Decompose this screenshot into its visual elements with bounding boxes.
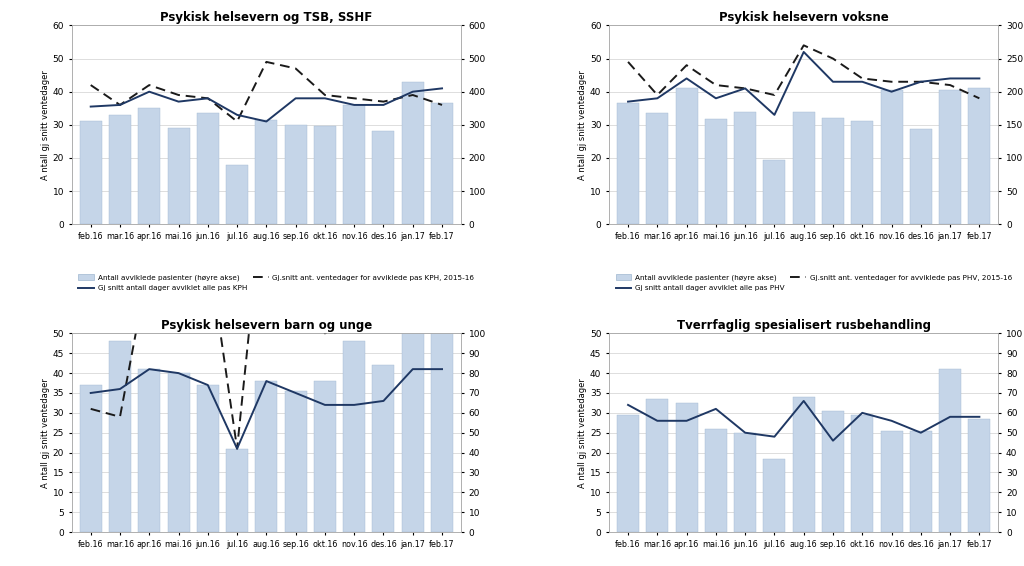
- Bar: [314, 381, 336, 532]
- Bar: [109, 341, 131, 532]
- Bar: [969, 419, 990, 532]
- Bar: [705, 119, 727, 224]
- Title: Tverrfaglig spesialisert rusbehandling: Tverrfaglig spesialisert rusbehandling: [677, 319, 931, 332]
- Bar: [226, 165, 248, 224]
- Bar: [969, 88, 990, 224]
- Bar: [617, 103, 639, 224]
- Bar: [138, 108, 160, 224]
- Bar: [910, 130, 932, 224]
- Y-axis label: A ntall gj snitt ventedager: A ntall gj snitt ventedager: [41, 378, 50, 488]
- Title: Psykisk helsevern barn og unge: Psykisk helsevern barn og unge: [161, 319, 372, 332]
- Bar: [255, 120, 278, 224]
- Y-axis label: A ntall gj snitt ventedager: A ntall gj snitt ventedager: [41, 70, 50, 180]
- Bar: [705, 428, 727, 532]
- Bar: [881, 431, 902, 532]
- Bar: [764, 458, 785, 532]
- Bar: [822, 411, 844, 532]
- Bar: [285, 391, 306, 532]
- Bar: [646, 113, 669, 224]
- Bar: [401, 82, 424, 224]
- Bar: [168, 373, 189, 532]
- Bar: [109, 115, 131, 224]
- Bar: [910, 431, 932, 532]
- Bar: [431, 103, 453, 224]
- Bar: [197, 113, 219, 224]
- Bar: [373, 365, 394, 532]
- Bar: [676, 403, 697, 532]
- Bar: [851, 122, 873, 224]
- Bar: [734, 112, 756, 224]
- Y-axis label: A ntall gj snitt ventedager: A ntall gj snitt ventedager: [579, 378, 587, 488]
- Bar: [734, 433, 756, 532]
- Bar: [881, 91, 902, 224]
- Bar: [285, 125, 306, 224]
- Bar: [793, 397, 815, 532]
- Bar: [197, 385, 219, 532]
- Bar: [80, 122, 101, 224]
- Bar: [373, 131, 394, 224]
- Legend: Antall avviklede pasienter (høyre akse), Gj snitt antall dager avviklet alle pas: Antall avviklede pasienter (høyre akse),…: [612, 272, 1015, 294]
- Y-axis label: A ntall gj snitt ventedager: A ntall gj snitt ventedager: [579, 70, 587, 180]
- Bar: [822, 118, 844, 224]
- Bar: [793, 112, 815, 224]
- Bar: [617, 415, 639, 532]
- Bar: [343, 341, 366, 532]
- Title: Psykisk helsevern voksne: Psykisk helsevern voksne: [719, 11, 889, 24]
- Bar: [939, 89, 962, 224]
- Bar: [401, 333, 424, 532]
- Bar: [343, 105, 366, 224]
- Bar: [226, 449, 248, 532]
- Bar: [80, 385, 101, 532]
- Bar: [255, 381, 278, 532]
- Bar: [138, 369, 160, 532]
- Bar: [314, 126, 336, 224]
- Bar: [676, 88, 697, 224]
- Bar: [851, 415, 873, 532]
- Title: Psykisk helsevern og TSB, SSHF: Psykisk helsevern og TSB, SSHF: [160, 11, 373, 24]
- Bar: [939, 369, 962, 532]
- Bar: [431, 333, 453, 532]
- Bar: [168, 128, 189, 224]
- Legend: Antall avviklede pasienter (høyre akse), Gj snitt antall dager avviklet alle pas: Antall avviklede pasienter (høyre akse),…: [76, 272, 477, 294]
- Bar: [764, 160, 785, 224]
- Bar: [646, 399, 669, 532]
